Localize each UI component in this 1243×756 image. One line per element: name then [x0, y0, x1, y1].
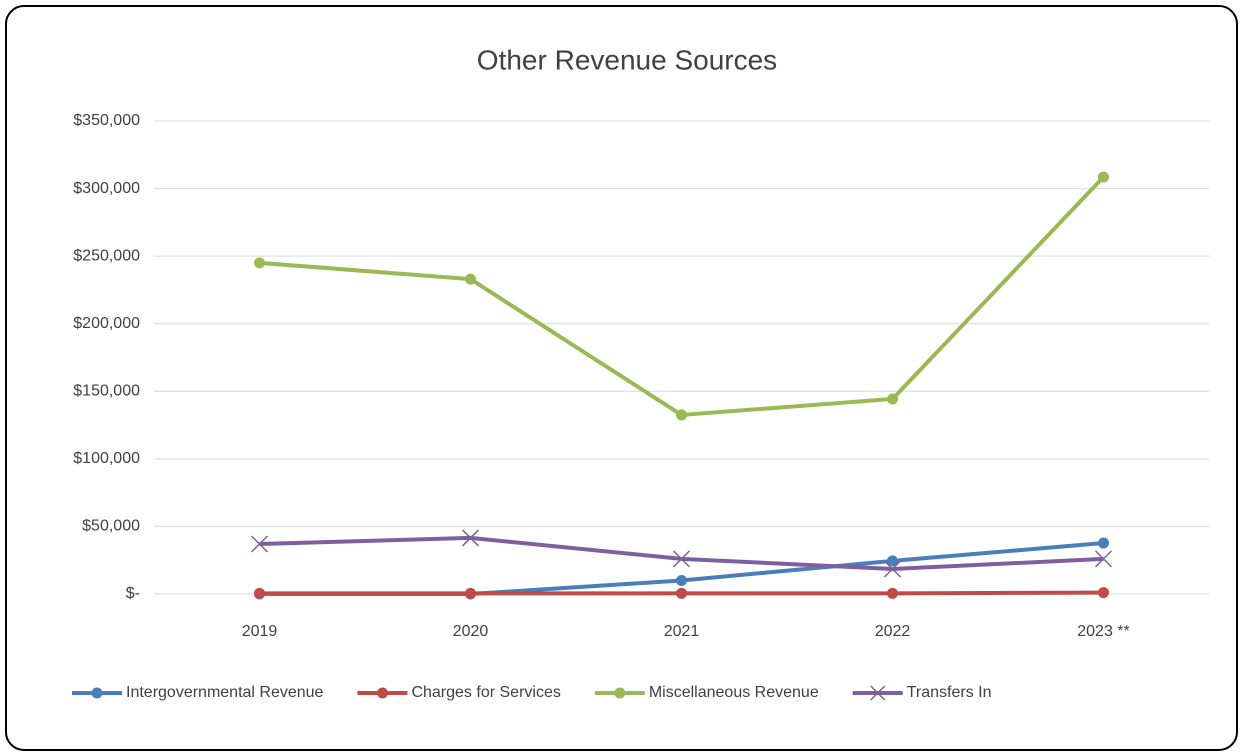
- series-marker: [465, 587, 476, 599]
- x-tick-label: 2023 **: [1077, 623, 1130, 640]
- y-tick-label: $350,000: [73, 112, 140, 129]
- series-marker: [465, 273, 476, 285]
- legend-marker: [870, 685, 886, 701]
- series-marker: [254, 587, 265, 599]
- legend-label: Miscellaneous Revenue: [649, 684, 819, 701]
- x-tick-label: 2021: [664, 623, 700, 640]
- legend-label: Intergovernmental Revenue: [126, 684, 324, 701]
- y-tick-label: $50,000: [82, 518, 140, 535]
- series-marker: [887, 393, 898, 405]
- series-marker: [883, 560, 902, 578]
- series-marker: [1098, 537, 1109, 549]
- y-tick-label: $300,000: [73, 180, 140, 197]
- legend-label: Transfers In: [907, 684, 992, 701]
- series-marker: [461, 529, 480, 547]
- legend-marker: [91, 687, 103, 699]
- series-marker: [887, 555, 898, 567]
- legend-marker: [614, 687, 626, 699]
- y-tick-label: $150,000: [73, 383, 140, 400]
- series-marker: [254, 257, 265, 269]
- x-tick-label: 2022: [875, 623, 911, 640]
- series-marker: [676, 574, 687, 586]
- y-tick-label: $200,000: [73, 315, 140, 332]
- series-marker: [1098, 587, 1109, 599]
- legend-marker: [376, 687, 388, 699]
- series-marker: [250, 535, 269, 553]
- y-tick-label: $100,000: [73, 450, 140, 467]
- series-marker: [887, 587, 898, 599]
- series-marker: [676, 587, 687, 599]
- y-tick-label: $250,000: [73, 247, 140, 264]
- x-tick-label: 2019: [242, 623, 278, 640]
- chart-title: Other Revenue Sources: [477, 44, 777, 75]
- y-tick-label: $-: [126, 585, 140, 602]
- series-marker: [1098, 171, 1109, 183]
- x-tick-label: 2020: [453, 623, 489, 640]
- series-marker: [676, 409, 687, 421]
- legend-label: Charges for Services: [411, 684, 560, 701]
- series-marker: [1094, 550, 1113, 568]
- series-marker: [672, 550, 691, 568]
